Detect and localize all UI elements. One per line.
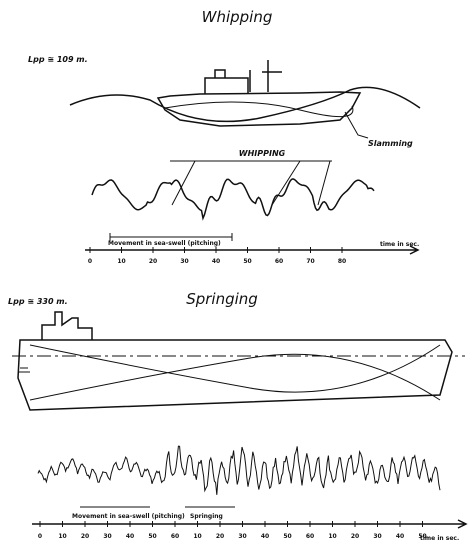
tick-label: 60 — [275, 258, 283, 265]
time-axis — [85, 246, 418, 254]
springing-trace — [38, 446, 440, 495]
tick-label: 80 — [338, 258, 346, 265]
tick-label: 50 — [243, 258, 251, 265]
whipping-trace — [92, 179, 374, 218]
tick-label: 70 — [306, 258, 314, 265]
tick-label: 40 — [261, 533, 269, 540]
tick-label: 50 — [148, 533, 156, 540]
tick-label: 0 — [38, 533, 42, 540]
tick-label: 50 — [283, 533, 291, 540]
large-ship — [12, 312, 465, 410]
tick-label: 10 — [117, 258, 125, 265]
tick-label: 20 — [149, 258, 157, 265]
tick-label: 0 — [88, 258, 92, 265]
tick-label: 30 — [180, 258, 188, 265]
title: Whipping — [202, 8, 273, 26]
tick-label: 60 — [306, 533, 314, 540]
tick-label: 10 — [328, 533, 336, 540]
movement-label: Movement in sea-swell (pitching) — [108, 240, 221, 247]
tick-label: 20 — [216, 533, 224, 540]
figure: Whipping Lpp ≅ 109 m. Slamming WHIPPING … — [0, 0, 471, 552]
tick-label: 20 — [81, 533, 89, 540]
tick-label: 30 — [103, 533, 111, 540]
tick-label: 10 — [193, 533, 201, 540]
slamming-label: Slamming — [368, 139, 413, 148]
length: Lpp ≅ 109 m. — [28, 55, 88, 64]
tick-label: 40 — [126, 533, 134, 540]
tick-label: 40 — [212, 258, 220, 265]
tick-label: 10 — [58, 533, 66, 540]
axis-label: time in sec. — [380, 241, 419, 248]
movement-label: Movement in sea-swell (pitching) — [72, 513, 185, 520]
tick-label: 50 — [418, 533, 426, 540]
sea-wave — [70, 87, 420, 121]
title: Springing — [186, 290, 258, 308]
tick-label: 20 — [351, 533, 359, 540]
tick-label: 60 — [171, 533, 179, 540]
springing-label: Springing — [190, 513, 223, 520]
whipping-label: WHIPPING — [239, 149, 286, 158]
time-axis — [32, 520, 466, 528]
tick-label: 30 — [373, 533, 381, 540]
length: Lpp ≅ 330 m. — [8, 297, 68, 306]
tick-label: 30 — [238, 533, 246, 540]
tick-label: 40 — [396, 533, 404, 540]
